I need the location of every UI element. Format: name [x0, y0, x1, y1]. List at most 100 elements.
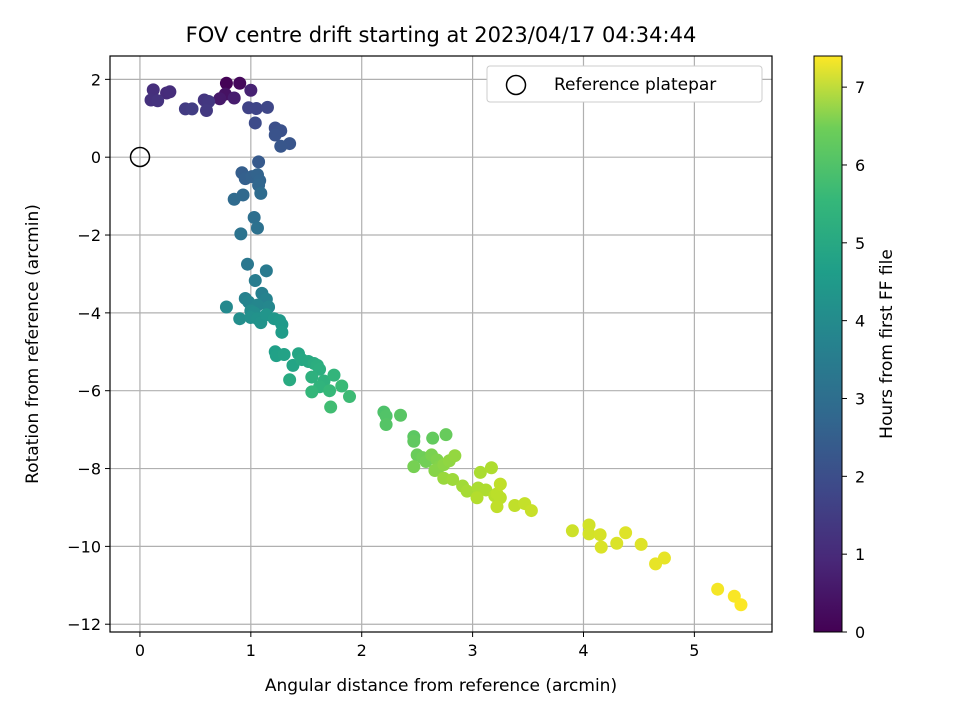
- data-point: [213, 92, 227, 106]
- x-tick-label: 3: [468, 641, 478, 660]
- colorbar: 0 1 2 3 4 5 6 7 Hours from first FF file: [813, 55, 897, 642]
- x-tick-label: 5: [689, 641, 699, 660]
- legend-box: [486, 65, 763, 103]
- data-point: [199, 103, 213, 117]
- data-point: [407, 434, 421, 448]
- data-point: [343, 390, 357, 404]
- data-point: [260, 100, 274, 114]
- colorbar-tick-label: 0: [855, 623, 865, 642]
- data-point: [524, 504, 538, 518]
- colorbar-ticks: 0 1 2 3 4 5 6 7: [842, 78, 865, 642]
- data-point: [163, 85, 177, 99]
- reference-marker: [129, 146, 151, 168]
- data-point: [565, 524, 579, 538]
- data-point: [146, 83, 160, 97]
- colorbar-gradient: [813, 55, 843, 633]
- legend: Reference platepar: [486, 65, 763, 103]
- colorbar-tick-label: 7: [855, 78, 865, 97]
- data-point: [484, 461, 498, 475]
- data-point: [327, 368, 341, 382]
- data-point: [610, 536, 624, 550]
- data-point: [275, 325, 289, 339]
- colorbar-tick-label: 3: [855, 389, 865, 408]
- data-point: [277, 348, 291, 362]
- y-tick-label: −12: [67, 615, 101, 634]
- data-point: [305, 385, 319, 399]
- data-point: [446, 472, 460, 486]
- y-tick-label: −8: [77, 460, 101, 479]
- data-point: [252, 155, 266, 169]
- data-point: [426, 431, 440, 445]
- data-point: [241, 257, 255, 271]
- data-point: [233, 312, 247, 326]
- data-point: [508, 499, 522, 513]
- y-tick-label: −6: [77, 382, 101, 401]
- data-point: [379, 418, 393, 432]
- data-point: [324, 400, 338, 414]
- data-point: [657, 551, 671, 565]
- colorbar-tick-label: 5: [855, 234, 865, 253]
- x-axis-label: Angular distance from reference (arcmin): [265, 676, 617, 696]
- x-axis-ticks: 0 1 2 3 4 5: [135, 632, 699, 660]
- x-tick-label: 0: [135, 641, 145, 660]
- data-point: [247, 211, 261, 225]
- plot-frame: [109, 55, 773, 633]
- data-point: [634, 537, 648, 551]
- colorbar-tick-label: 6: [855, 156, 865, 175]
- y-tick-label: 2: [91, 70, 101, 89]
- data-point: [594, 540, 608, 554]
- y-axis-label: Rotation from reference (arcmin): [23, 204, 43, 484]
- data-point: [227, 192, 241, 206]
- data-point: [244, 83, 258, 97]
- colorbar-label: Hours from first FF file: [877, 249, 897, 439]
- data-point: [268, 128, 282, 142]
- data-point: [227, 91, 241, 105]
- data-point: [711, 582, 725, 596]
- colorbar-tick-label: 1: [855, 545, 865, 564]
- data-point: [439, 428, 453, 442]
- data-point: [274, 139, 288, 153]
- data-point: [323, 384, 337, 398]
- x-tick-label: 4: [578, 641, 588, 660]
- data-point: [283, 373, 297, 387]
- data-point: [460, 484, 474, 498]
- data-point: [259, 264, 273, 278]
- data-point: [219, 76, 233, 90]
- legend-reference-icon: [505, 74, 527, 96]
- data-point: [254, 186, 268, 200]
- y-tick-label: 0: [91, 148, 101, 167]
- data-point: [248, 116, 262, 130]
- data-point: [234, 227, 248, 241]
- y-tick-label: −10: [67, 537, 101, 556]
- data-point: [305, 370, 319, 384]
- y-tick-label: −4: [77, 304, 101, 323]
- y-axis-ticks: −12 −10 −8 −6 −4 −2 0 2: [67, 70, 110, 634]
- data-point: [490, 500, 504, 514]
- data-point: [619, 526, 633, 540]
- data-point: [219, 300, 233, 314]
- data-point: [593, 528, 607, 542]
- data-point: [335, 379, 349, 393]
- grid-lines: [110, 56, 772, 632]
- data-point: [448, 449, 462, 463]
- data-point: [473, 465, 487, 479]
- data-point: [493, 477, 507, 491]
- data-point: [734, 598, 748, 612]
- data-point: [250, 221, 264, 235]
- data-point: [249, 102, 263, 116]
- x-tick-label: 2: [357, 641, 367, 660]
- data-point: [582, 518, 596, 532]
- data-point: [248, 274, 262, 288]
- data-point: [151, 94, 165, 108]
- data-point: [470, 491, 484, 505]
- legend-reference-label: Reference platepar: [554, 75, 716, 95]
- data-point: [233, 76, 247, 90]
- colorbar-tick-label: 4: [855, 312, 865, 331]
- data-point: [582, 527, 596, 541]
- data-point: [394, 408, 408, 422]
- data-points: [144, 76, 748, 612]
- y-tick-label: −2: [77, 226, 101, 245]
- data-point: [185, 102, 199, 116]
- data-point: [407, 460, 421, 474]
